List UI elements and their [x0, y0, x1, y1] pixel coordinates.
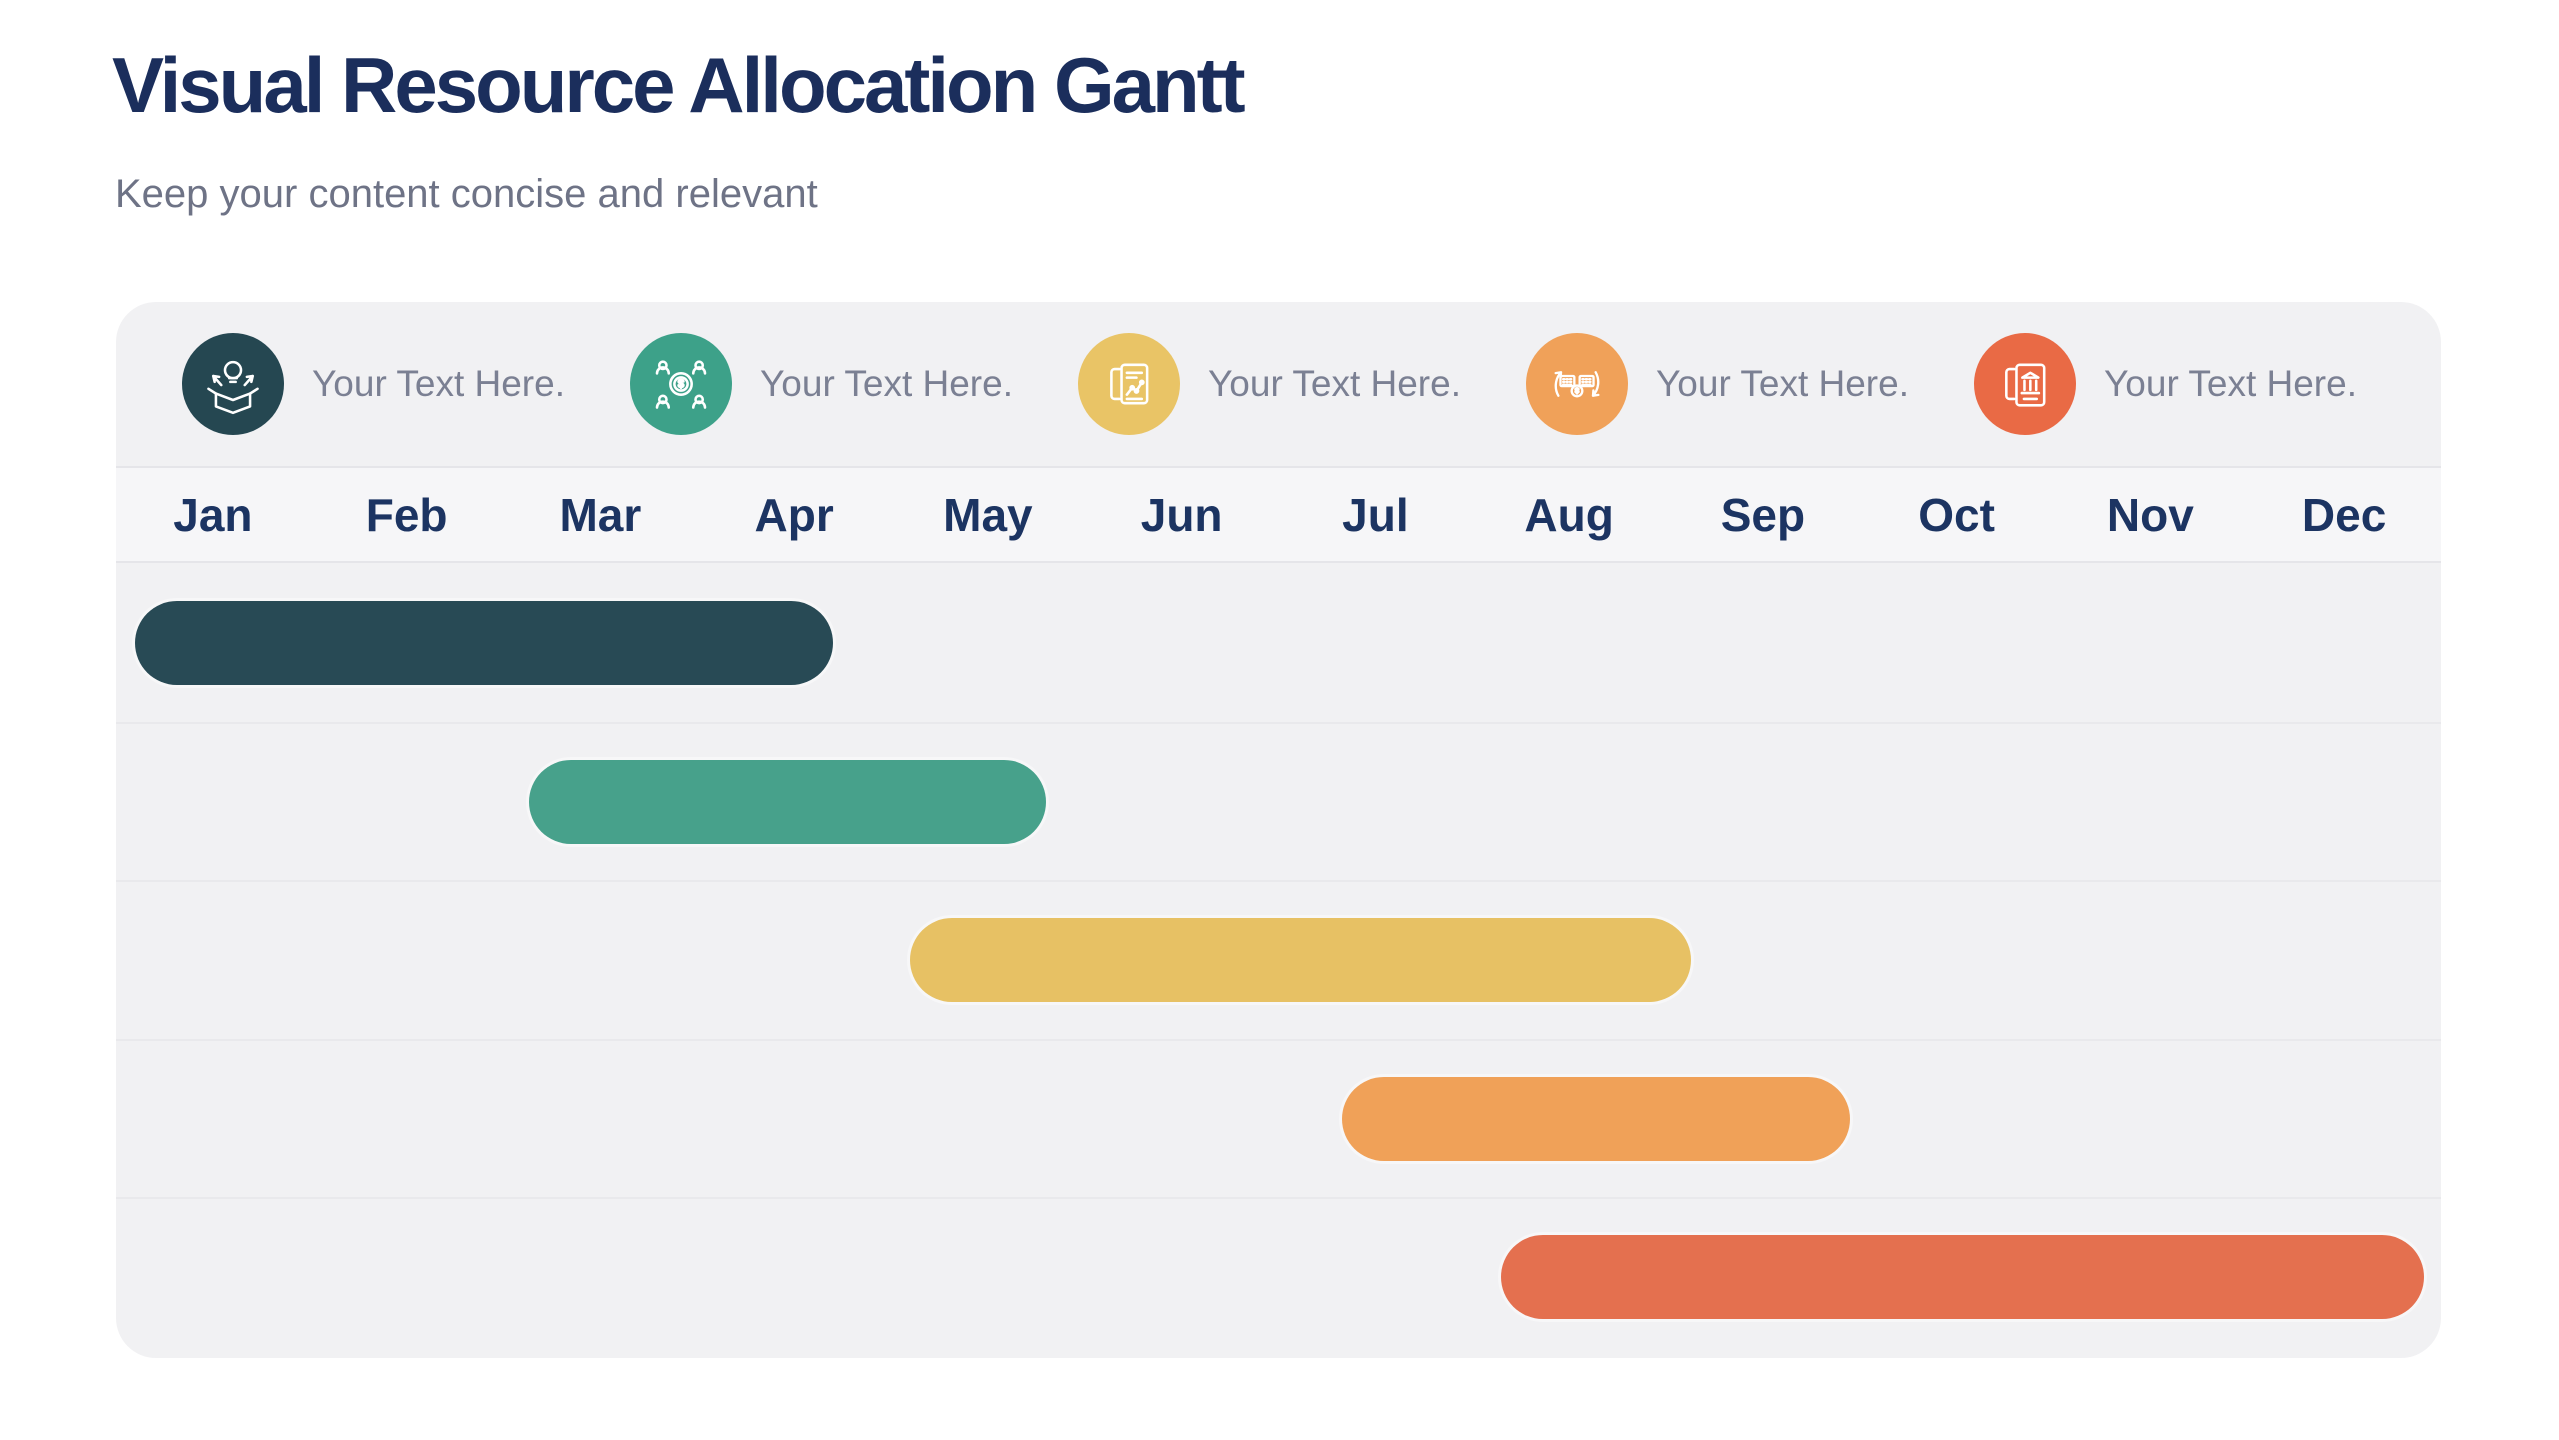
month-label-jul: Jul [1342, 488, 1409, 541]
month-label-nov: Nov [2106, 488, 2194, 541]
legend-label: Your Text Here. [312, 363, 565, 404]
month-label-jan: Jan [173, 488, 253, 541]
legend-label: Your Text Here. [760, 363, 1013, 404]
legend-label: Your Text Here. [1208, 363, 1461, 404]
legend-item-3: Your Text Here. [1078, 333, 1526, 435]
gantt-rows-area [116, 565, 2441, 1358]
legend-label: Your Text Here. [1656, 363, 1909, 404]
gantt-bar [135, 601, 833, 685]
gantt-row-4 [116, 1041, 2441, 1200]
legend-item-2: Your Text Here. [630, 333, 1078, 435]
month-label-aug: Aug [1524, 488, 1614, 541]
month-label-apr: Apr [754, 488, 834, 541]
gantt-row-1 [116, 565, 2441, 724]
month-label-sep: Sep [1720, 488, 1806, 541]
cash-cycle-icon [1526, 333, 1628, 435]
page-subtitle: Keep your content concise and relevant [115, 172, 818, 216]
gantt-bar [1501, 1235, 2424, 1320]
month-label-may: May [943, 488, 1033, 541]
month-label-mar: Mar [559, 488, 642, 541]
month-label-jun: Jun [1140, 488, 1223, 541]
gantt-row-5 [116, 1199, 2441, 1358]
gantt-panel: Your Text Here. [116, 302, 2441, 1358]
idea-box-icon [182, 333, 284, 435]
report-chart-icon [1078, 333, 1180, 435]
legend-item-4: Your Text Here. [1526, 333, 1974, 435]
bank-statement-icon [1974, 333, 2076, 435]
legend-item-1: Your Text Here. [182, 333, 630, 435]
funding-people-icon [630, 333, 732, 435]
gantt-bar [910, 918, 1692, 1003]
month-label-feb: Feb [365, 488, 448, 541]
month-header-row: Jan Feb Mar Apr May Jun Jul Aug Sep Oct … [116, 468, 2441, 563]
gantt-row-2 [116, 724, 2441, 883]
month-label-oct: Oct [1918, 488, 1995, 541]
month-label-dec: Dec [2301, 488, 2387, 541]
gantt-row-3 [116, 882, 2441, 1041]
page-title: Visual Resource Allocation Gantt [112, 41, 1246, 129]
legend-label: Your Text Here. [2104, 363, 2357, 404]
legend-row: Your Text Here. [116, 302, 2441, 468]
gantt-bar [528, 759, 1046, 844]
gantt-bar [1342, 1076, 1851, 1161]
legend-item-5: Your Text Here. [1974, 333, 2422, 435]
